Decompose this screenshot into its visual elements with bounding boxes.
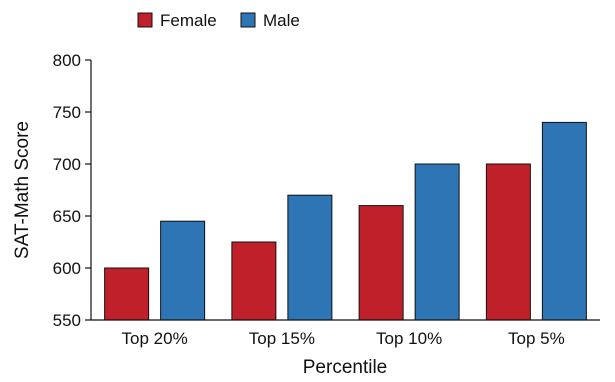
x-tick-label: Top 5% <box>508 329 565 348</box>
y-tick-label: 700 <box>53 155 81 174</box>
bar-female-1 <box>104 267 150 321</box>
legend-label-male: Male <box>263 11 300 30</box>
y-tick-label: 650 <box>53 207 81 226</box>
y-axis-label: SAT-Math Score <box>12 121 33 259</box>
x-axis-ticks: Top 20% Top 15% Top 10% Top 5% <box>122 329 565 348</box>
bar-male-1 <box>160 220 206 321</box>
legend-swatch-female <box>137 12 153 28</box>
y-tick-label: 800 <box>53 51 81 70</box>
legend-label-female: Female <box>160 11 217 30</box>
legend: Female Male <box>137 11 300 30</box>
x-tick-label: Top 20% <box>122 329 188 348</box>
legend-item-female: Female <box>137 11 217 30</box>
x-tick-label: Top 10% <box>376 329 442 348</box>
y-tick-label: 550 <box>53 311 81 330</box>
y-tick-label: 600 <box>53 259 81 278</box>
y-axis-ticks: 550 600 650 700 750 800 <box>53 51 91 330</box>
legend-swatch-male <box>240 12 256 28</box>
bars <box>104 121 587 321</box>
bar-female-4 <box>485 163 531 321</box>
bar-female-3 <box>358 205 404 321</box>
legend-item-male: Male <box>240 11 300 30</box>
x-axis-label: Percentile <box>303 357 388 378</box>
bar-male-4 <box>541 121 587 321</box>
bar-male-3 <box>414 163 460 321</box>
bar-male-2 <box>287 194 333 321</box>
bar-female-2 <box>231 241 277 321</box>
x-tick-label: Top 15% <box>249 329 315 348</box>
y-tick-label: 750 <box>53 103 81 122</box>
